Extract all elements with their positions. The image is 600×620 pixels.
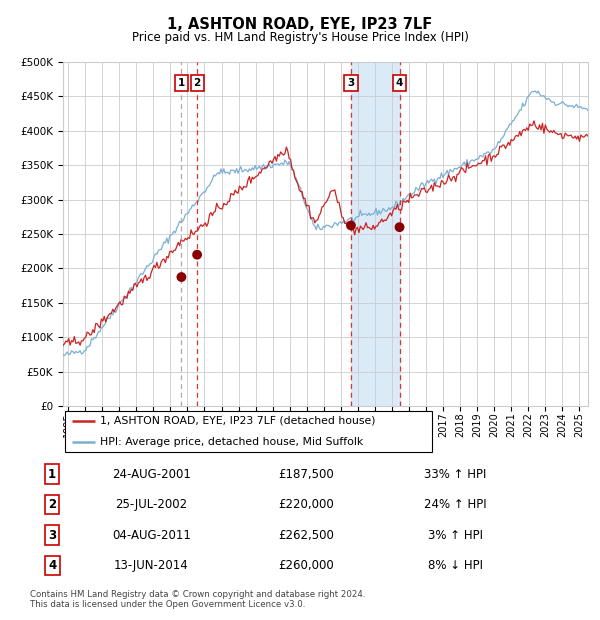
Text: 2: 2 [48,498,56,511]
Text: 13-JUN-2014: 13-JUN-2014 [114,559,189,572]
Text: 24-AUG-2001: 24-AUG-2001 [112,467,191,481]
Text: 3: 3 [48,529,56,541]
Text: 1: 1 [178,78,185,87]
Text: 8% ↓ HPI: 8% ↓ HPI [428,559,482,572]
Text: Contains HM Land Registry data © Crown copyright and database right 2024.: Contains HM Land Registry data © Crown c… [30,590,365,600]
Text: 4: 4 [48,559,56,572]
Text: 25-JUL-2002: 25-JUL-2002 [115,498,188,511]
Text: 2: 2 [193,78,201,87]
Text: 4: 4 [396,78,403,87]
Text: 1, ASHTON ROAD, EYE, IP23 7LF (detached house): 1, ASHTON ROAD, EYE, IP23 7LF (detached … [100,416,376,426]
Point [346,221,356,231]
Text: HPI: Average price, detached house, Mid Suffolk: HPI: Average price, detached house, Mid … [100,437,364,447]
Text: £260,000: £260,000 [278,559,334,572]
Text: Price paid vs. HM Land Registry's House Price Index (HPI): Price paid vs. HM Land Registry's House … [131,31,469,44]
Point [176,272,186,282]
Bar [351,62,400,406]
Text: £187,500: £187,500 [278,467,334,481]
Text: £220,000: £220,000 [278,498,334,511]
Text: 3% ↑ HPI: 3% ↑ HPI [428,529,482,541]
Text: This data is licensed under the Open Government Licence v3.0.: This data is licensed under the Open Gov… [30,600,305,609]
Text: 24% ↑ HPI: 24% ↑ HPI [424,498,487,511]
Text: 1, ASHTON ROAD, EYE, IP23 7LF: 1, ASHTON ROAD, EYE, IP23 7LF [167,17,433,32]
Text: 3: 3 [347,78,355,87]
Point [395,222,404,232]
Text: 04-AUG-2011: 04-AUG-2011 [112,529,191,541]
FancyBboxPatch shape [65,412,433,451]
Text: £262,500: £262,500 [278,529,334,541]
Text: 33% ↑ HPI: 33% ↑ HPI [424,467,486,481]
Point [192,250,202,260]
Text: 1: 1 [48,467,56,481]
